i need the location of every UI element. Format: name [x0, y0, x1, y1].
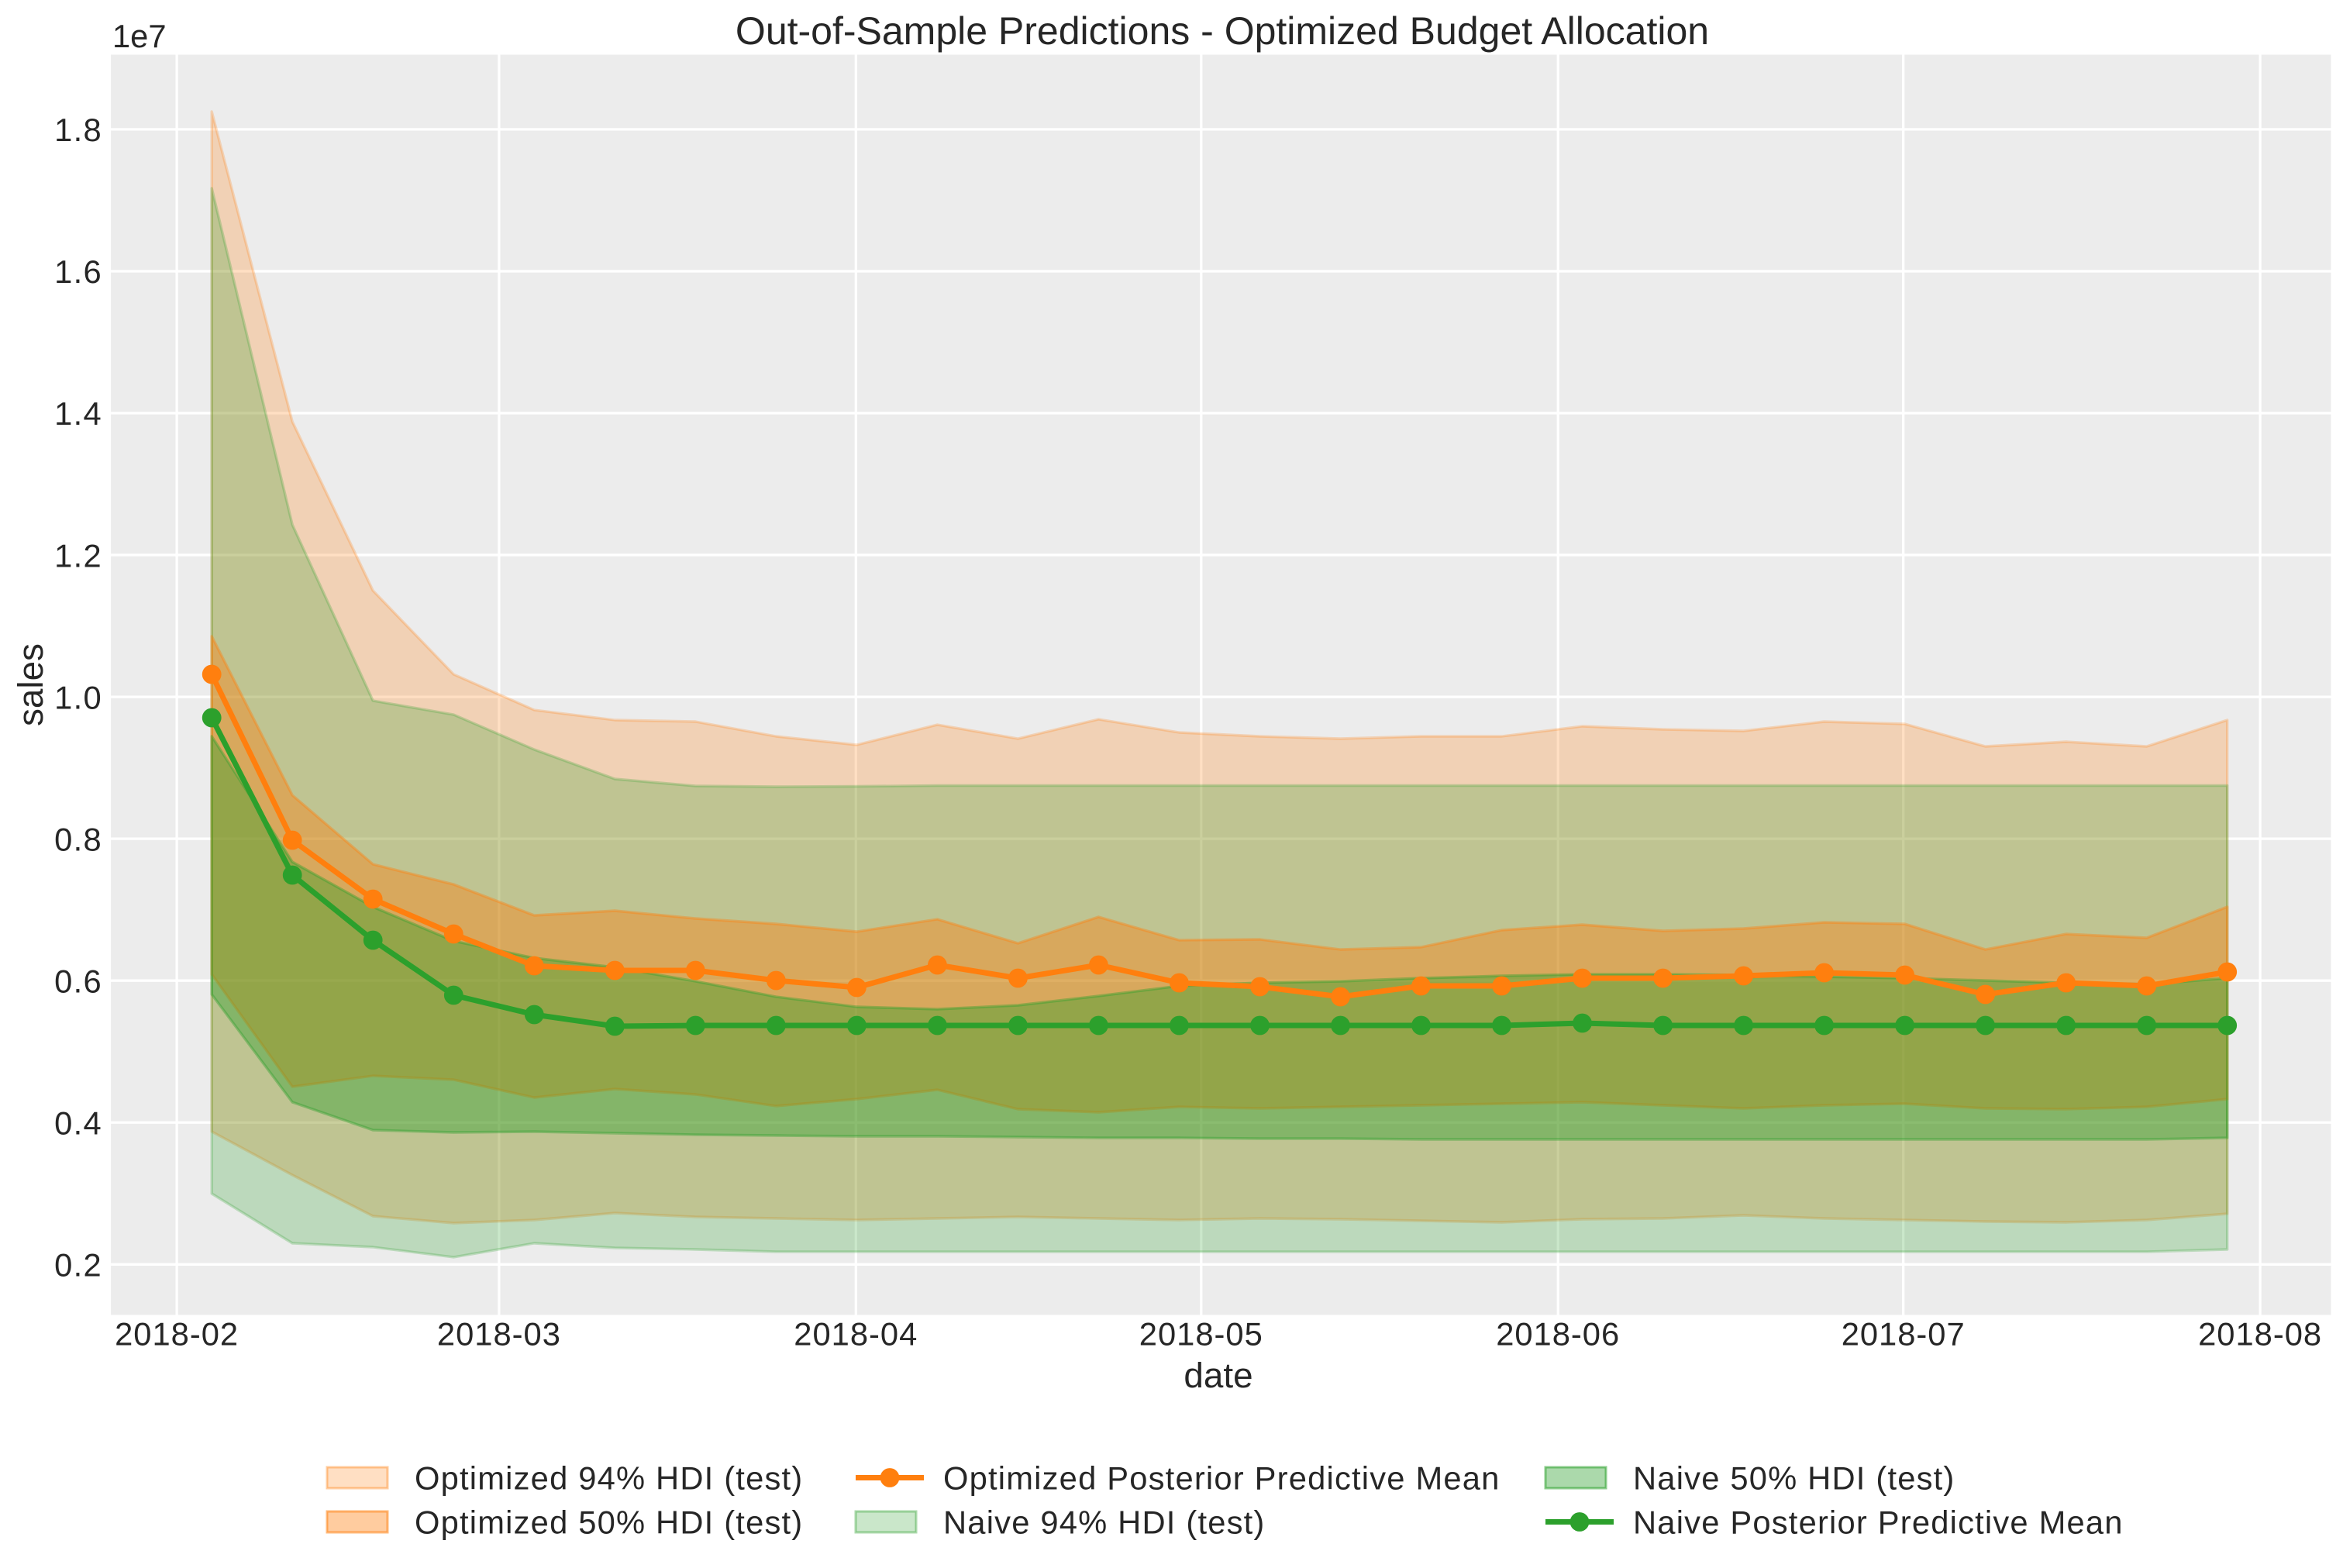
svg-text:0.2: 0.2: [54, 1247, 102, 1284]
svg-text:2018-05: 2018-05: [1139, 1316, 1263, 1353]
svg-text:2018-07: 2018-07: [1842, 1316, 1966, 1353]
svg-text:2018-08: 2018-08: [2198, 1316, 2322, 1353]
svg-text:sales: sales: [11, 643, 50, 726]
svg-text:date: date: [1184, 1356, 1252, 1395]
svg-text:0.8: 0.8: [54, 821, 102, 857]
svg-text:Naive 94% HDI (test): Naive 94% HDI (test): [943, 1504, 1266, 1541]
svg-text:1.8: 1.8: [54, 112, 102, 148]
svg-text:Naive 50% HDI (test): Naive 50% HDI (test): [1633, 1460, 1955, 1497]
svg-text:1.6: 1.6: [54, 253, 102, 290]
svg-text:0.6: 0.6: [54, 963, 102, 999]
svg-text:0.4: 0.4: [54, 1105, 102, 1142]
svg-text:1.4: 1.4: [54, 395, 102, 432]
svg-text:2018-04: 2018-04: [794, 1316, 918, 1353]
svg-text:2018-03: 2018-03: [437, 1316, 561, 1353]
svg-text:1.2: 1.2: [54, 537, 102, 574]
svg-text:1.0: 1.0: [54, 679, 102, 715]
svg-text:Optimized 94% HDI (test): Optimized 94% HDI (test): [415, 1460, 803, 1497]
svg-text:Naive Posterior Predictive Mea: Naive Posterior Predictive Mean: [1633, 1504, 2124, 1541]
svg-text:1e7: 1e7: [112, 18, 167, 54]
svg-text:2018-06: 2018-06: [1496, 1316, 1620, 1353]
svg-text:Optimized Posterior Predictive: Optimized Posterior Predictive Mean: [943, 1460, 1501, 1497]
svg-text:Optimized 50% HDI (test): Optimized 50% HDI (test): [415, 1504, 803, 1541]
svg-text:Out-of-Sample Predictions - Op: Out-of-Sample Predictions - Optimized Bu…: [736, 9, 1709, 53]
svg-text:2018-02: 2018-02: [115, 1316, 239, 1353]
